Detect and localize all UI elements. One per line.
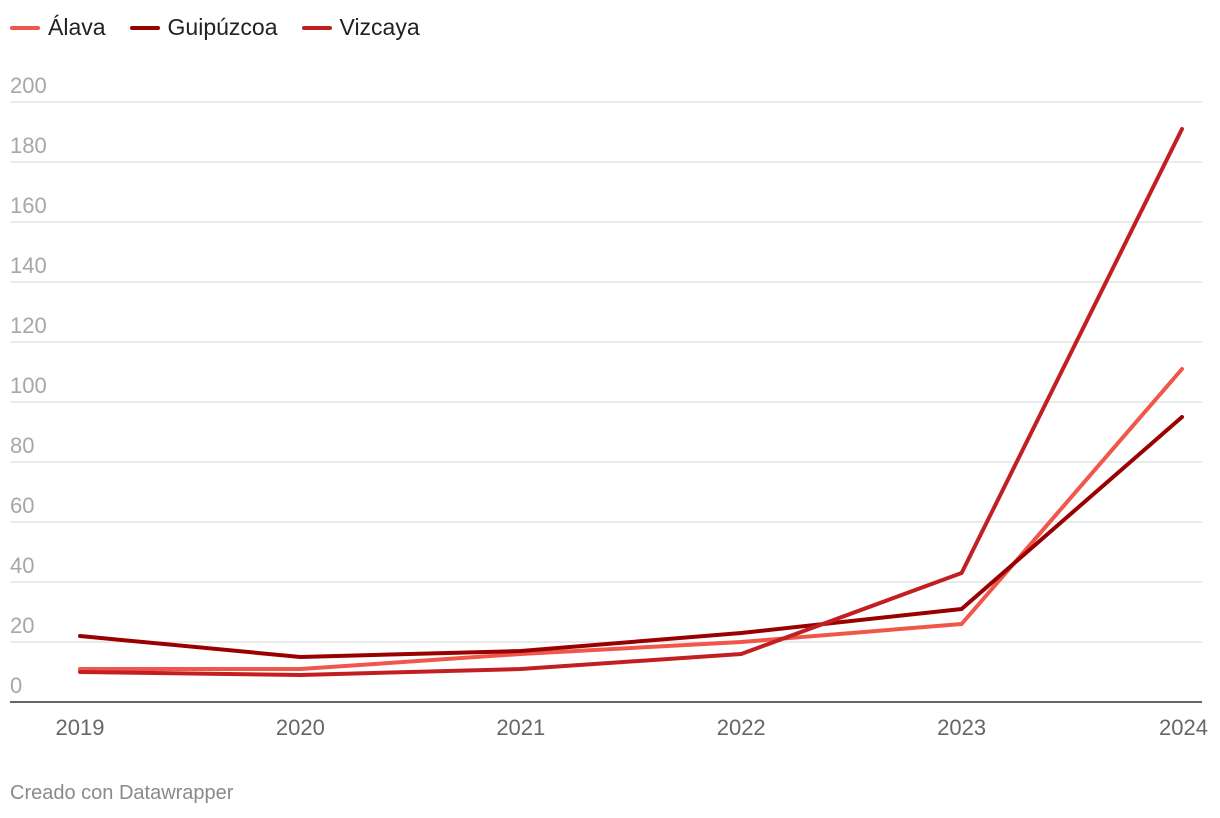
y-tick-label: 40 (10, 553, 34, 578)
legend-swatch-alava (10, 25, 40, 30)
chart-legend: Álava Guipúzcoa Vizcaya (10, 14, 420, 41)
x-tick-label: 2024 (1159, 715, 1208, 740)
y-tick-label: 160 (10, 193, 47, 218)
legend-label-guipuzcoa: Guipúzcoa (167, 14, 278, 40)
legend-item-vizcaya: Vizcaya (301, 14, 420, 41)
series-lines (78, 127, 1184, 677)
legend-label-alava: Álava (48, 14, 106, 40)
series-line-alava (78, 367, 1184, 671)
x-tick-label: 2021 (496, 715, 545, 740)
y-tick-label: 80 (10, 433, 34, 458)
y-tick-label: 200 (10, 73, 47, 98)
y-tick-label: 140 (10, 253, 47, 278)
y-axis-ticks: 0 20 40 60 80 100 120 140 160 180 200 (10, 73, 47, 698)
y-tick-label: 120 (10, 313, 47, 338)
x-tick-label: 2022 (717, 715, 766, 740)
y-tick-label: 60 (10, 493, 34, 518)
series-line-guipuzcoa (78, 415, 1184, 659)
legend-item-guipuzcoa: Guipúzcoa (129, 14, 278, 41)
y-tick-label: 180 (10, 133, 47, 158)
x-tick-label: 2019 (56, 715, 105, 740)
legend-swatch-guipuzcoa (129, 25, 160, 30)
y-tick-label: 0 (10, 673, 22, 698)
legend-label-vizcaya: Vizcaya (339, 14, 420, 40)
x-tick-label: 2020 (276, 715, 325, 740)
legend-item-alava: Álava (10, 14, 106, 41)
y-tick-label: 100 (10, 373, 47, 398)
gridlines (10, 101, 1202, 703)
legend-swatch-vizcaya (301, 25, 332, 30)
y-tick-label: 20 (10, 613, 34, 638)
series-line-vizcaya (78, 127, 1184, 677)
x-axis-ticks: 2019 2020 2021 2022 2023 2024 (56, 715, 1208, 740)
footer-credit: Creado con Datawrapper (10, 782, 234, 804)
x-tick-label: 2023 (937, 715, 986, 740)
